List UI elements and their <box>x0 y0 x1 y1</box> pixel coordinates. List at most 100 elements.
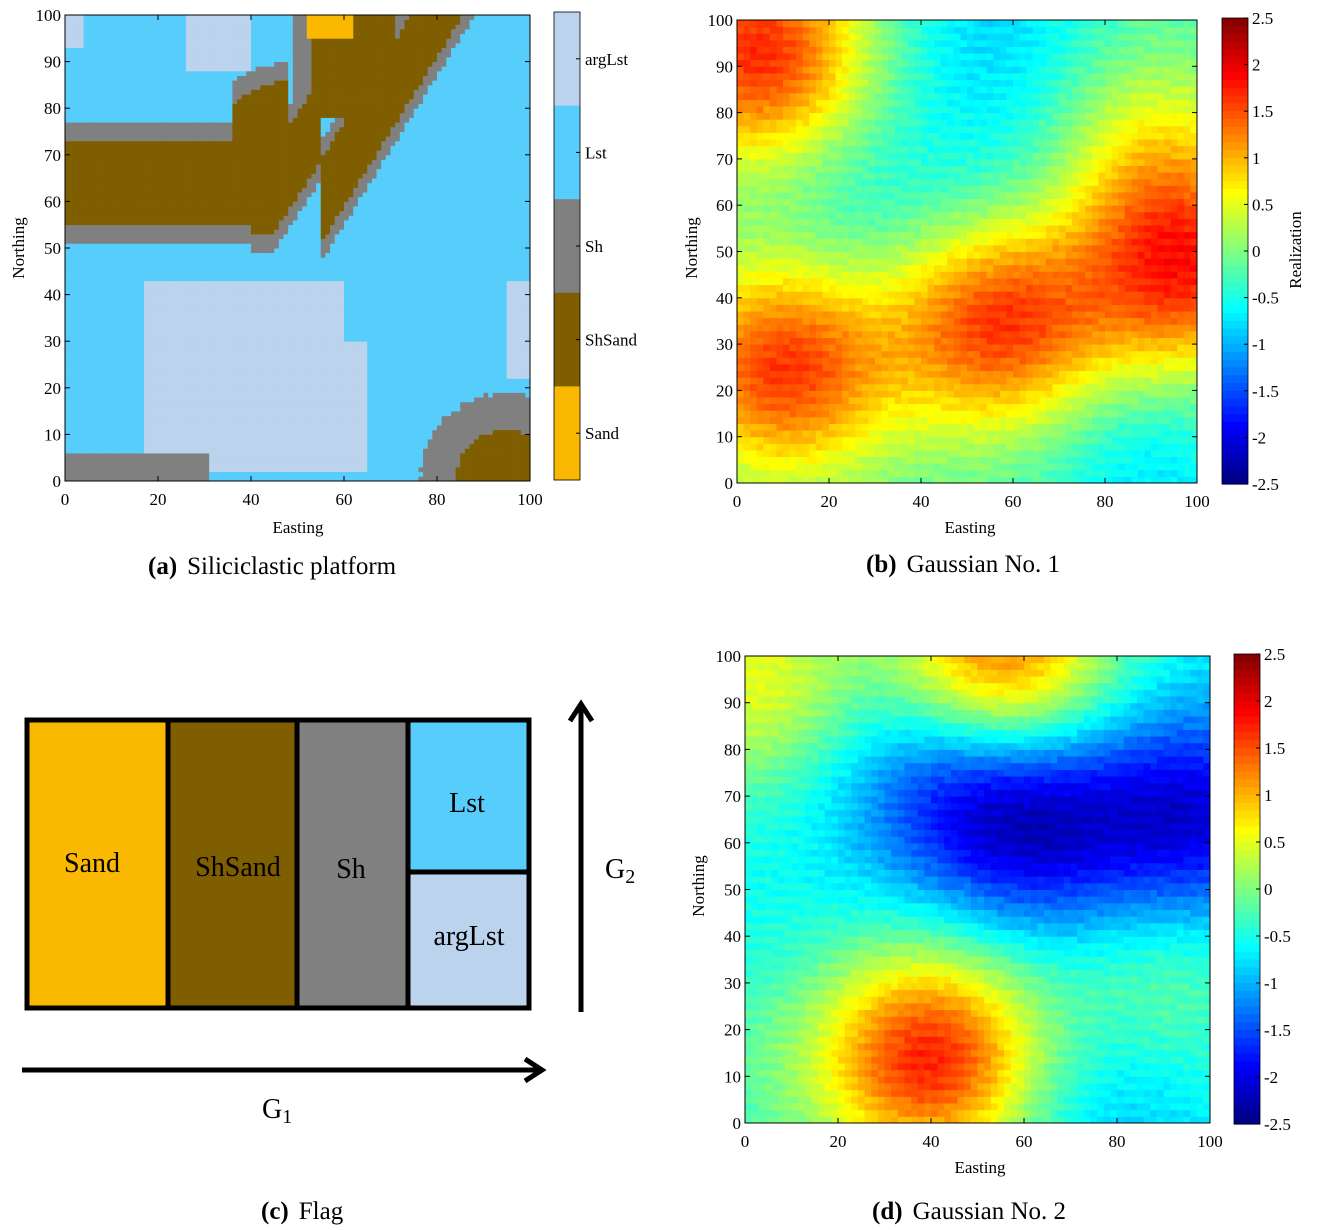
facies-cell <box>92 19 98 25</box>
facies-cell <box>209 341 215 347</box>
facies-cell <box>283 313 289 319</box>
facies-cell <box>74 373 80 379</box>
facies-cell <box>148 350 154 356</box>
facies-cell <box>116 196 122 202</box>
facies-cell <box>255 84 261 90</box>
facies-cell <box>88 70 94 76</box>
facies-cell <box>264 448 270 454</box>
facies-cell <box>195 210 201 216</box>
facies-cell <box>153 215 159 221</box>
facies-cell <box>274 471 280 477</box>
facies-cell <box>116 280 122 286</box>
facies-cell <box>120 56 126 62</box>
facies-cell <box>181 42 187 49</box>
facies-cell <box>102 243 108 249</box>
facies-cell <box>195 178 201 184</box>
facies-cell <box>241 448 247 454</box>
facies-cell <box>223 243 229 249</box>
facies-cell <box>232 140 238 146</box>
facies-cell <box>241 84 247 90</box>
facies-cell <box>65 439 71 445</box>
facies-cell <box>162 42 168 49</box>
facies-cell <box>153 364 159 370</box>
facies-cell <box>111 112 117 118</box>
facies-cell <box>246 136 252 142</box>
facies-cell <box>274 285 280 291</box>
facies-cell <box>190 28 196 35</box>
facies-cell <box>116 439 122 445</box>
facies-cell <box>120 322 126 328</box>
facies-cell <box>111 308 117 314</box>
facies-cell <box>83 462 89 468</box>
facies-cell <box>283 345 289 351</box>
facies-cell <box>162 56 168 62</box>
facies-cell <box>125 24 131 30</box>
facies-cell <box>199 196 205 202</box>
facies-cell <box>171 411 177 417</box>
facies-cell <box>162 206 168 212</box>
facies-cell <box>251 187 257 193</box>
facies-cell <box>251 397 257 403</box>
facies-cell <box>167 234 173 240</box>
facies-cell <box>148 364 154 370</box>
facies-cell <box>106 201 112 207</box>
facies-cell <box>116 206 122 212</box>
facies-cell <box>218 136 224 142</box>
facies-cell <box>158 252 164 258</box>
facies-cell <box>237 56 243 62</box>
facies-cell <box>269 303 275 309</box>
facies-cell <box>97 215 103 221</box>
facies-cell <box>83 136 89 142</box>
facies-cell <box>167 182 173 188</box>
facies-cell <box>283 145 289 151</box>
facies-cell <box>278 285 284 291</box>
facies-cell <box>260 429 266 435</box>
facies-cell <box>237 392 243 398</box>
facies-cell <box>209 173 215 179</box>
facies-cell <box>269 317 275 323</box>
facies-cell <box>255 308 261 314</box>
facies-cell <box>153 378 159 384</box>
facies-cell <box>83 98 89 104</box>
facies-cell <box>274 448 280 454</box>
facies-cell <box>125 224 131 230</box>
facies-cell <box>74 159 80 165</box>
facies-cell <box>255 289 261 295</box>
facies-cell <box>251 425 257 431</box>
facies-cell <box>213 42 219 49</box>
facies-cell <box>116 303 122 309</box>
facies-cell <box>227 387 233 393</box>
facies-cell <box>134 383 140 389</box>
facies-cell <box>171 229 177 235</box>
facies-cell <box>209 192 215 198</box>
facies-cell <box>74 266 80 272</box>
facies-cell <box>97 313 103 319</box>
facies-cell <box>88 66 94 72</box>
facies-cell <box>209 266 215 272</box>
facies-cell <box>92 61 98 67</box>
facies-cell <box>251 345 257 351</box>
facies-cell <box>97 112 103 118</box>
facies-cell <box>204 248 210 254</box>
facies-cell <box>69 150 75 156</box>
facies-cell <box>264 471 270 477</box>
facies-cell <box>153 336 159 342</box>
facies-cell <box>195 471 201 477</box>
facies-cell <box>223 397 229 403</box>
facies-cell <box>116 150 122 156</box>
facies-cell <box>190 359 196 365</box>
facies-cell <box>120 42 126 49</box>
facies-cell <box>185 89 191 95</box>
facies-cell <box>232 373 238 379</box>
facies-cell <box>288 420 294 426</box>
facies-cell <box>241 350 247 356</box>
facies-cell <box>158 52 164 58</box>
facies-cell <box>288 164 294 170</box>
facies-cell <box>199 108 205 114</box>
facies-cell <box>83 224 89 230</box>
facies-cell <box>209 401 215 407</box>
facies-cell <box>116 429 122 435</box>
facies-cell <box>97 415 103 421</box>
facies-cell <box>213 439 219 445</box>
facies-cell <box>260 439 266 445</box>
